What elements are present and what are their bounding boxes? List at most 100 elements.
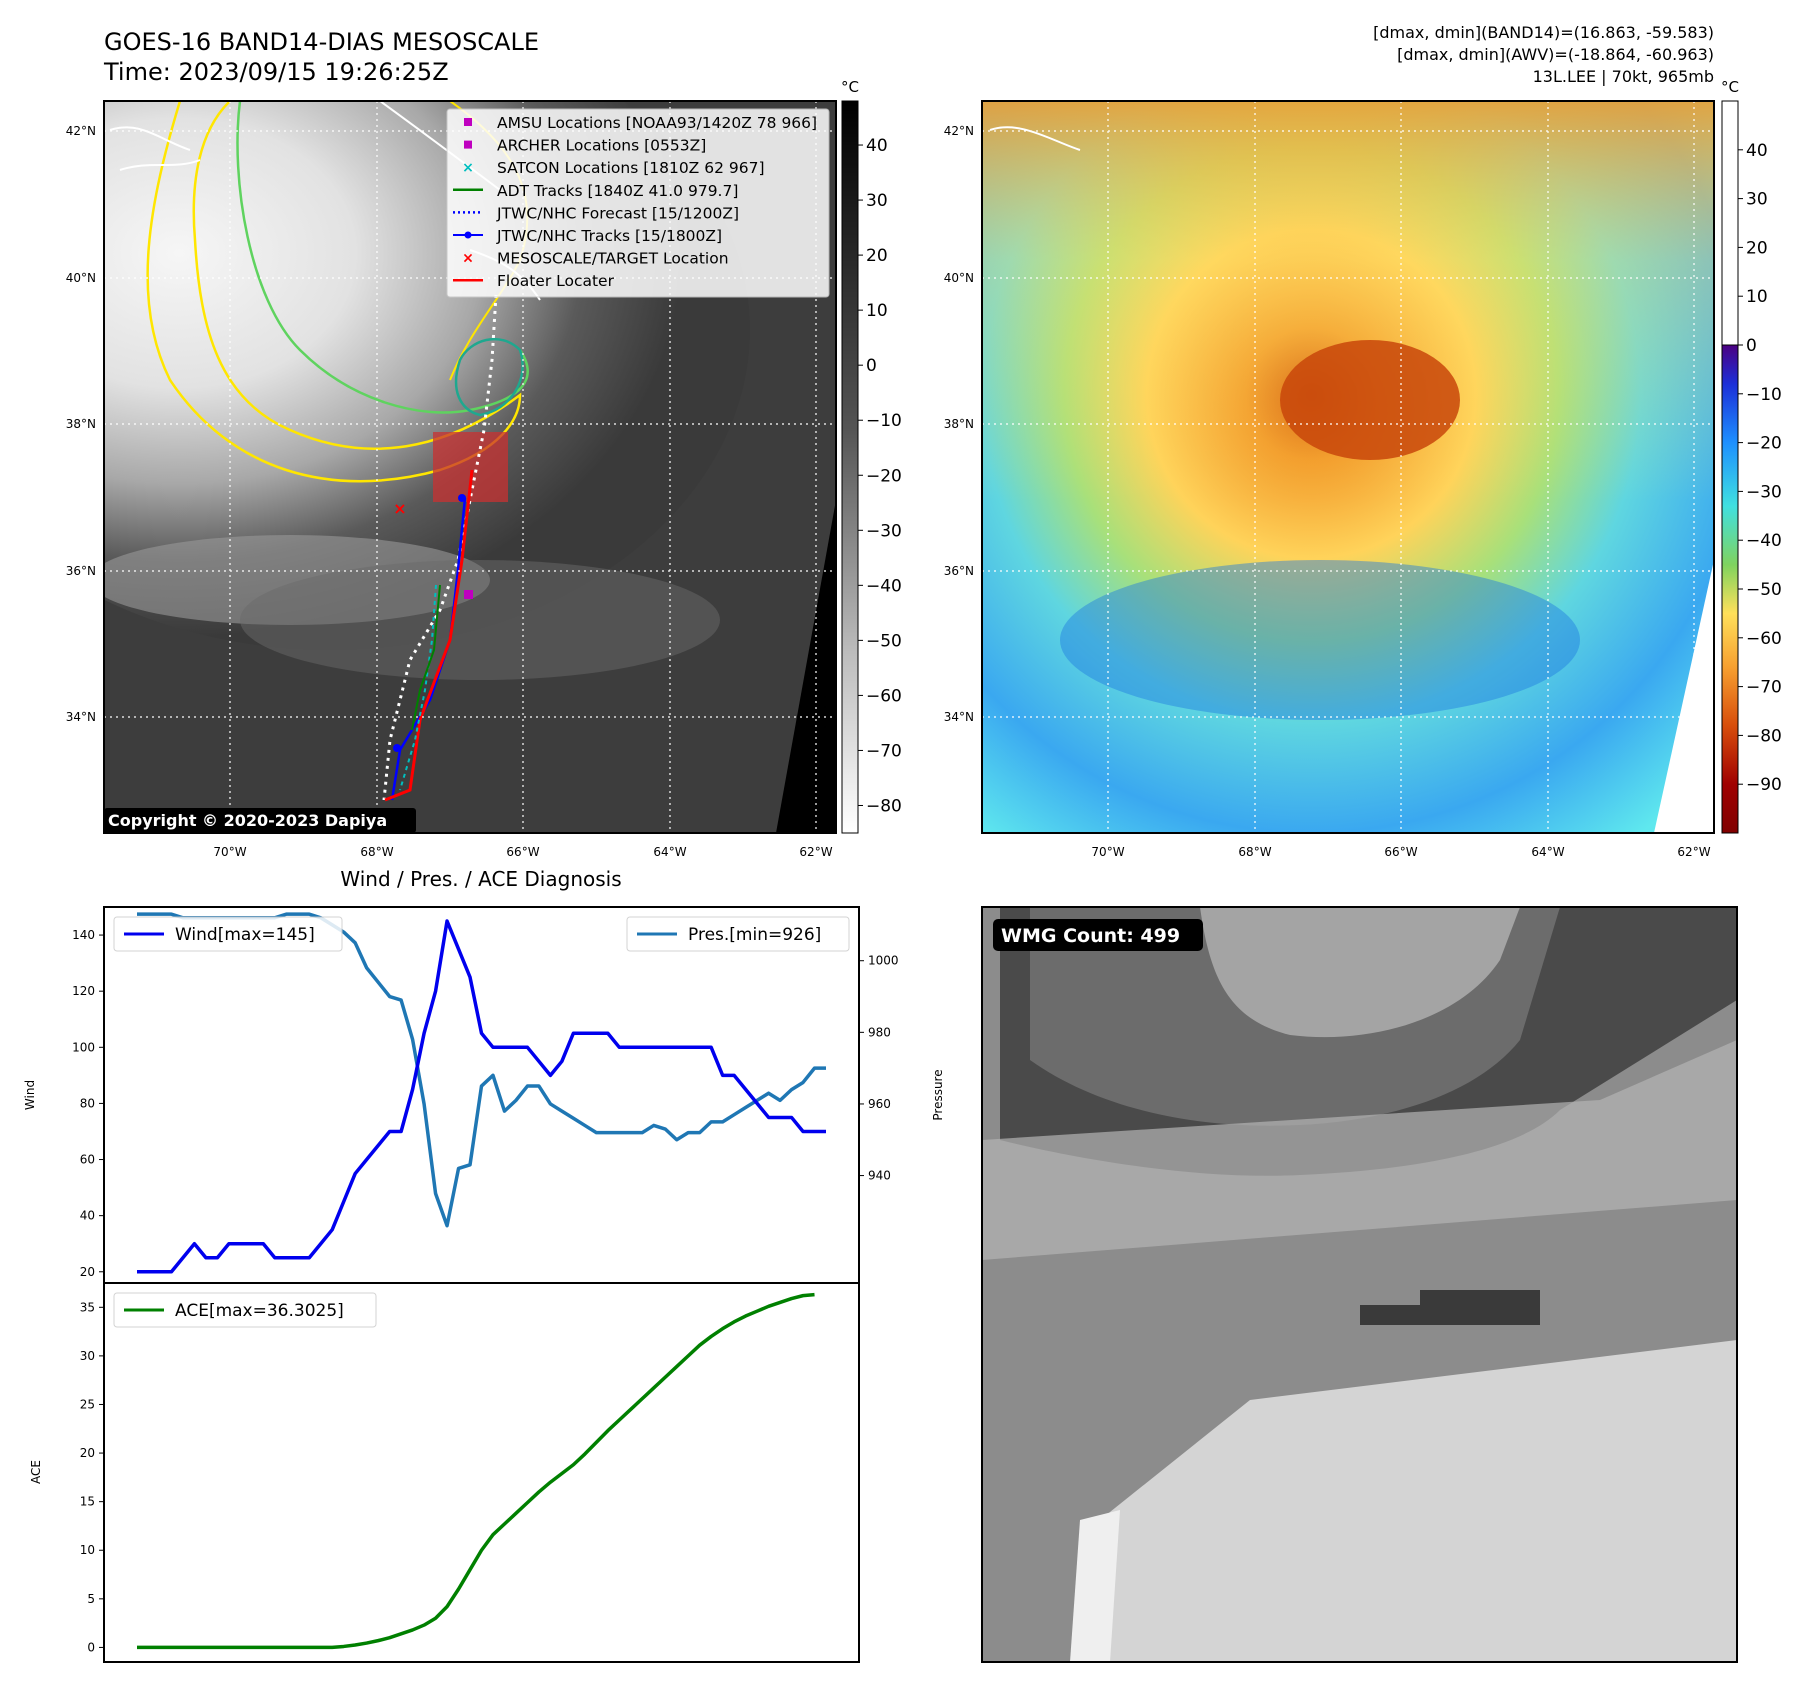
colorbar-tick-label: −10 xyxy=(866,411,902,431)
lat-tick-label: 40°N xyxy=(944,271,974,285)
y2-tick-label: 960 xyxy=(868,1097,891,1111)
y-tick-label: 30 xyxy=(80,1349,95,1363)
stats-band14: [dmax, dmin](BAND14)=(16.863, -59.583) xyxy=(1373,23,1714,42)
ir-coastline xyxy=(109,101,541,301)
legend-label: ARCHER Locations [0553Z] xyxy=(497,137,706,155)
lat-tick-label: 42°N xyxy=(66,124,96,138)
legend-label: JTWC/NHC Tracks [15/1800Z] xyxy=(496,227,722,245)
y2-tick-label: 1000 xyxy=(868,954,899,968)
ace-legend-label: ACE[max=36.3025] xyxy=(175,1301,344,1321)
figure-time: Time: 2023/09/15 19:26:25Z xyxy=(103,58,449,86)
lon-tick-label: 68°W xyxy=(360,845,393,859)
wmg-bright-region xyxy=(1070,1340,1737,1662)
wmg-dark-cell-2 xyxy=(1360,1305,1420,1325)
legend-item: ARCHER Locations [0553Z] xyxy=(464,137,706,155)
forecast-track xyxy=(382,294,498,801)
stats-awv: [dmax, dmin](AWV)=(-18.864, -60.963) xyxy=(1397,45,1714,64)
ir-contour-teal xyxy=(454,337,524,417)
x-marker-icon: × xyxy=(462,251,474,267)
colorbar-tick-label: 0 xyxy=(1746,336,1757,356)
legend-label: SATCON Locations [1810Z 62 967] xyxy=(497,159,765,177)
wind-axis-label: Wind xyxy=(23,1080,37,1110)
lon-tick-label: 66°W xyxy=(1384,845,1417,859)
square-marker-icon xyxy=(464,118,472,126)
wmg-inner-region xyxy=(1200,907,1520,1038)
colorbar-tick-label: −40 xyxy=(866,576,902,596)
ir-frame xyxy=(103,100,837,834)
legend-item: ADT Tracks [1840Z 41.0 979.7] xyxy=(453,182,738,200)
y-tick-label: 35 xyxy=(80,1300,95,1314)
wmg-light-band xyxy=(982,1040,1737,1260)
x-marker-icon: × xyxy=(462,160,474,176)
lat-tick-label: 34°N xyxy=(944,710,974,724)
colorbar-tick-label: −90 xyxy=(1746,775,1782,795)
pressure-legend: Pres.[min=926] xyxy=(626,916,850,952)
awv-frame xyxy=(981,100,1715,834)
lon-tick-label: 62°W xyxy=(1677,845,1710,859)
wmg-count-label: WMG Count: 499 xyxy=(1001,925,1180,947)
colorbar-tick-label: −30 xyxy=(866,521,902,541)
awv-map-panel: 42°N 40°N 38°N 36°N 34°N 70°W 68°W 66°W 64°W 62°… xyxy=(944,78,1782,859)
ir-map-panel: × xyxy=(66,78,902,859)
lon-tick-label: 68°W xyxy=(1238,845,1271,859)
colorbar-tick-label: 40 xyxy=(866,136,888,156)
lat-tick-label: 40°N xyxy=(66,271,96,285)
legend-label: MESOSCALE/TARGET Location xyxy=(497,250,729,268)
lat-tick-label: 42°N xyxy=(944,124,974,138)
wmg-panel: WMG Count: 499 xyxy=(981,906,1738,1663)
lat-tick-label: 36°N xyxy=(66,564,96,578)
lon-tick-label: 64°W xyxy=(653,845,686,859)
copyright-badge: Copyright © 2020-2023 Dapiya xyxy=(104,808,416,833)
ace-legend: ACE[max=36.3025] xyxy=(113,1292,377,1328)
pressure-axis-label: Pressure xyxy=(931,1069,945,1120)
wmg-frame xyxy=(981,906,1738,1663)
ir-colorbar-unit: °C xyxy=(841,78,859,96)
legend-item: JTWC/NHC Forecast [15/1200Z] xyxy=(453,204,739,222)
y-tick-label: 25 xyxy=(80,1397,95,1411)
y-tick-label: 120 xyxy=(72,984,95,998)
y-tick-label: 140 xyxy=(72,928,95,942)
colorbar-tick-label: 10 xyxy=(866,301,888,321)
colorbar-tick-label: 20 xyxy=(866,246,888,266)
legend-item: AMSU Locations [NOAA93/1420Z 78 966] xyxy=(464,114,817,132)
legend-item: × MESOSCALE/TARGET Location xyxy=(462,250,728,268)
storm-info: 13L.LEE | 70kt, 965mb xyxy=(1533,67,1714,86)
wmg-dark-cell xyxy=(1420,1290,1540,1325)
colorbar-tick-label: −70 xyxy=(866,741,902,761)
wmg-bright-streak xyxy=(1070,1510,1120,1662)
ace-axis-label: ACE xyxy=(29,1460,43,1484)
lon-tick-label: 66°W xyxy=(506,845,539,859)
lat-tick-label: 38°N xyxy=(66,417,96,431)
colorbar-tick-label: −60 xyxy=(866,686,902,706)
colorbar-tick-label: 40 xyxy=(1746,141,1768,161)
y-tick-label: 60 xyxy=(80,1153,95,1167)
ir-colorbar xyxy=(841,100,859,834)
lon-tick-label: 64°W xyxy=(1531,845,1564,859)
ir-cloud-band-2 xyxy=(240,560,720,680)
y2-tick-label: 940 xyxy=(868,1169,891,1183)
colorbar-tick-label: −50 xyxy=(1746,580,1782,600)
y-tick-label: 5 xyxy=(87,1592,95,1606)
square-marker-icon xyxy=(464,140,472,149)
lat-tick-label: 36°N xyxy=(944,564,974,578)
ace-chart: 0 5 10 15 20 25 30 35 ACE ACE[max=36.3025] xyxy=(29,1282,860,1663)
ace-series-line xyxy=(137,1292,815,1650)
y-tick-label: 20 xyxy=(80,1265,95,1279)
satcon-track xyxy=(399,584,437,791)
ir-contour-yellow xyxy=(146,101,522,483)
awv-coastline xyxy=(989,126,1081,151)
legend-label: JTWC/NHC Forecast [15/1200Z] xyxy=(496,204,739,222)
colorbar-tick-label: −20 xyxy=(1746,434,1782,454)
pressure-legend-label: Pres.[min=926] xyxy=(688,925,821,945)
floater-track xyxy=(384,469,474,802)
figure-title: GOES-16 BAND14-DIAS MESOSCALE xyxy=(104,28,539,56)
ace-plot-frame xyxy=(103,1282,860,1663)
y-tick-label: 10 xyxy=(80,1543,95,1557)
colorbar-tick-label: 0 xyxy=(866,356,877,376)
legend-item: Floater Locater xyxy=(453,272,615,290)
y-tick-label: 20 xyxy=(80,1446,95,1460)
legend-label: Floater Locater xyxy=(497,272,615,290)
colorbar-tick-label: −60 xyxy=(1746,629,1782,649)
wind-legend: Wind[max=145] xyxy=(113,916,343,952)
